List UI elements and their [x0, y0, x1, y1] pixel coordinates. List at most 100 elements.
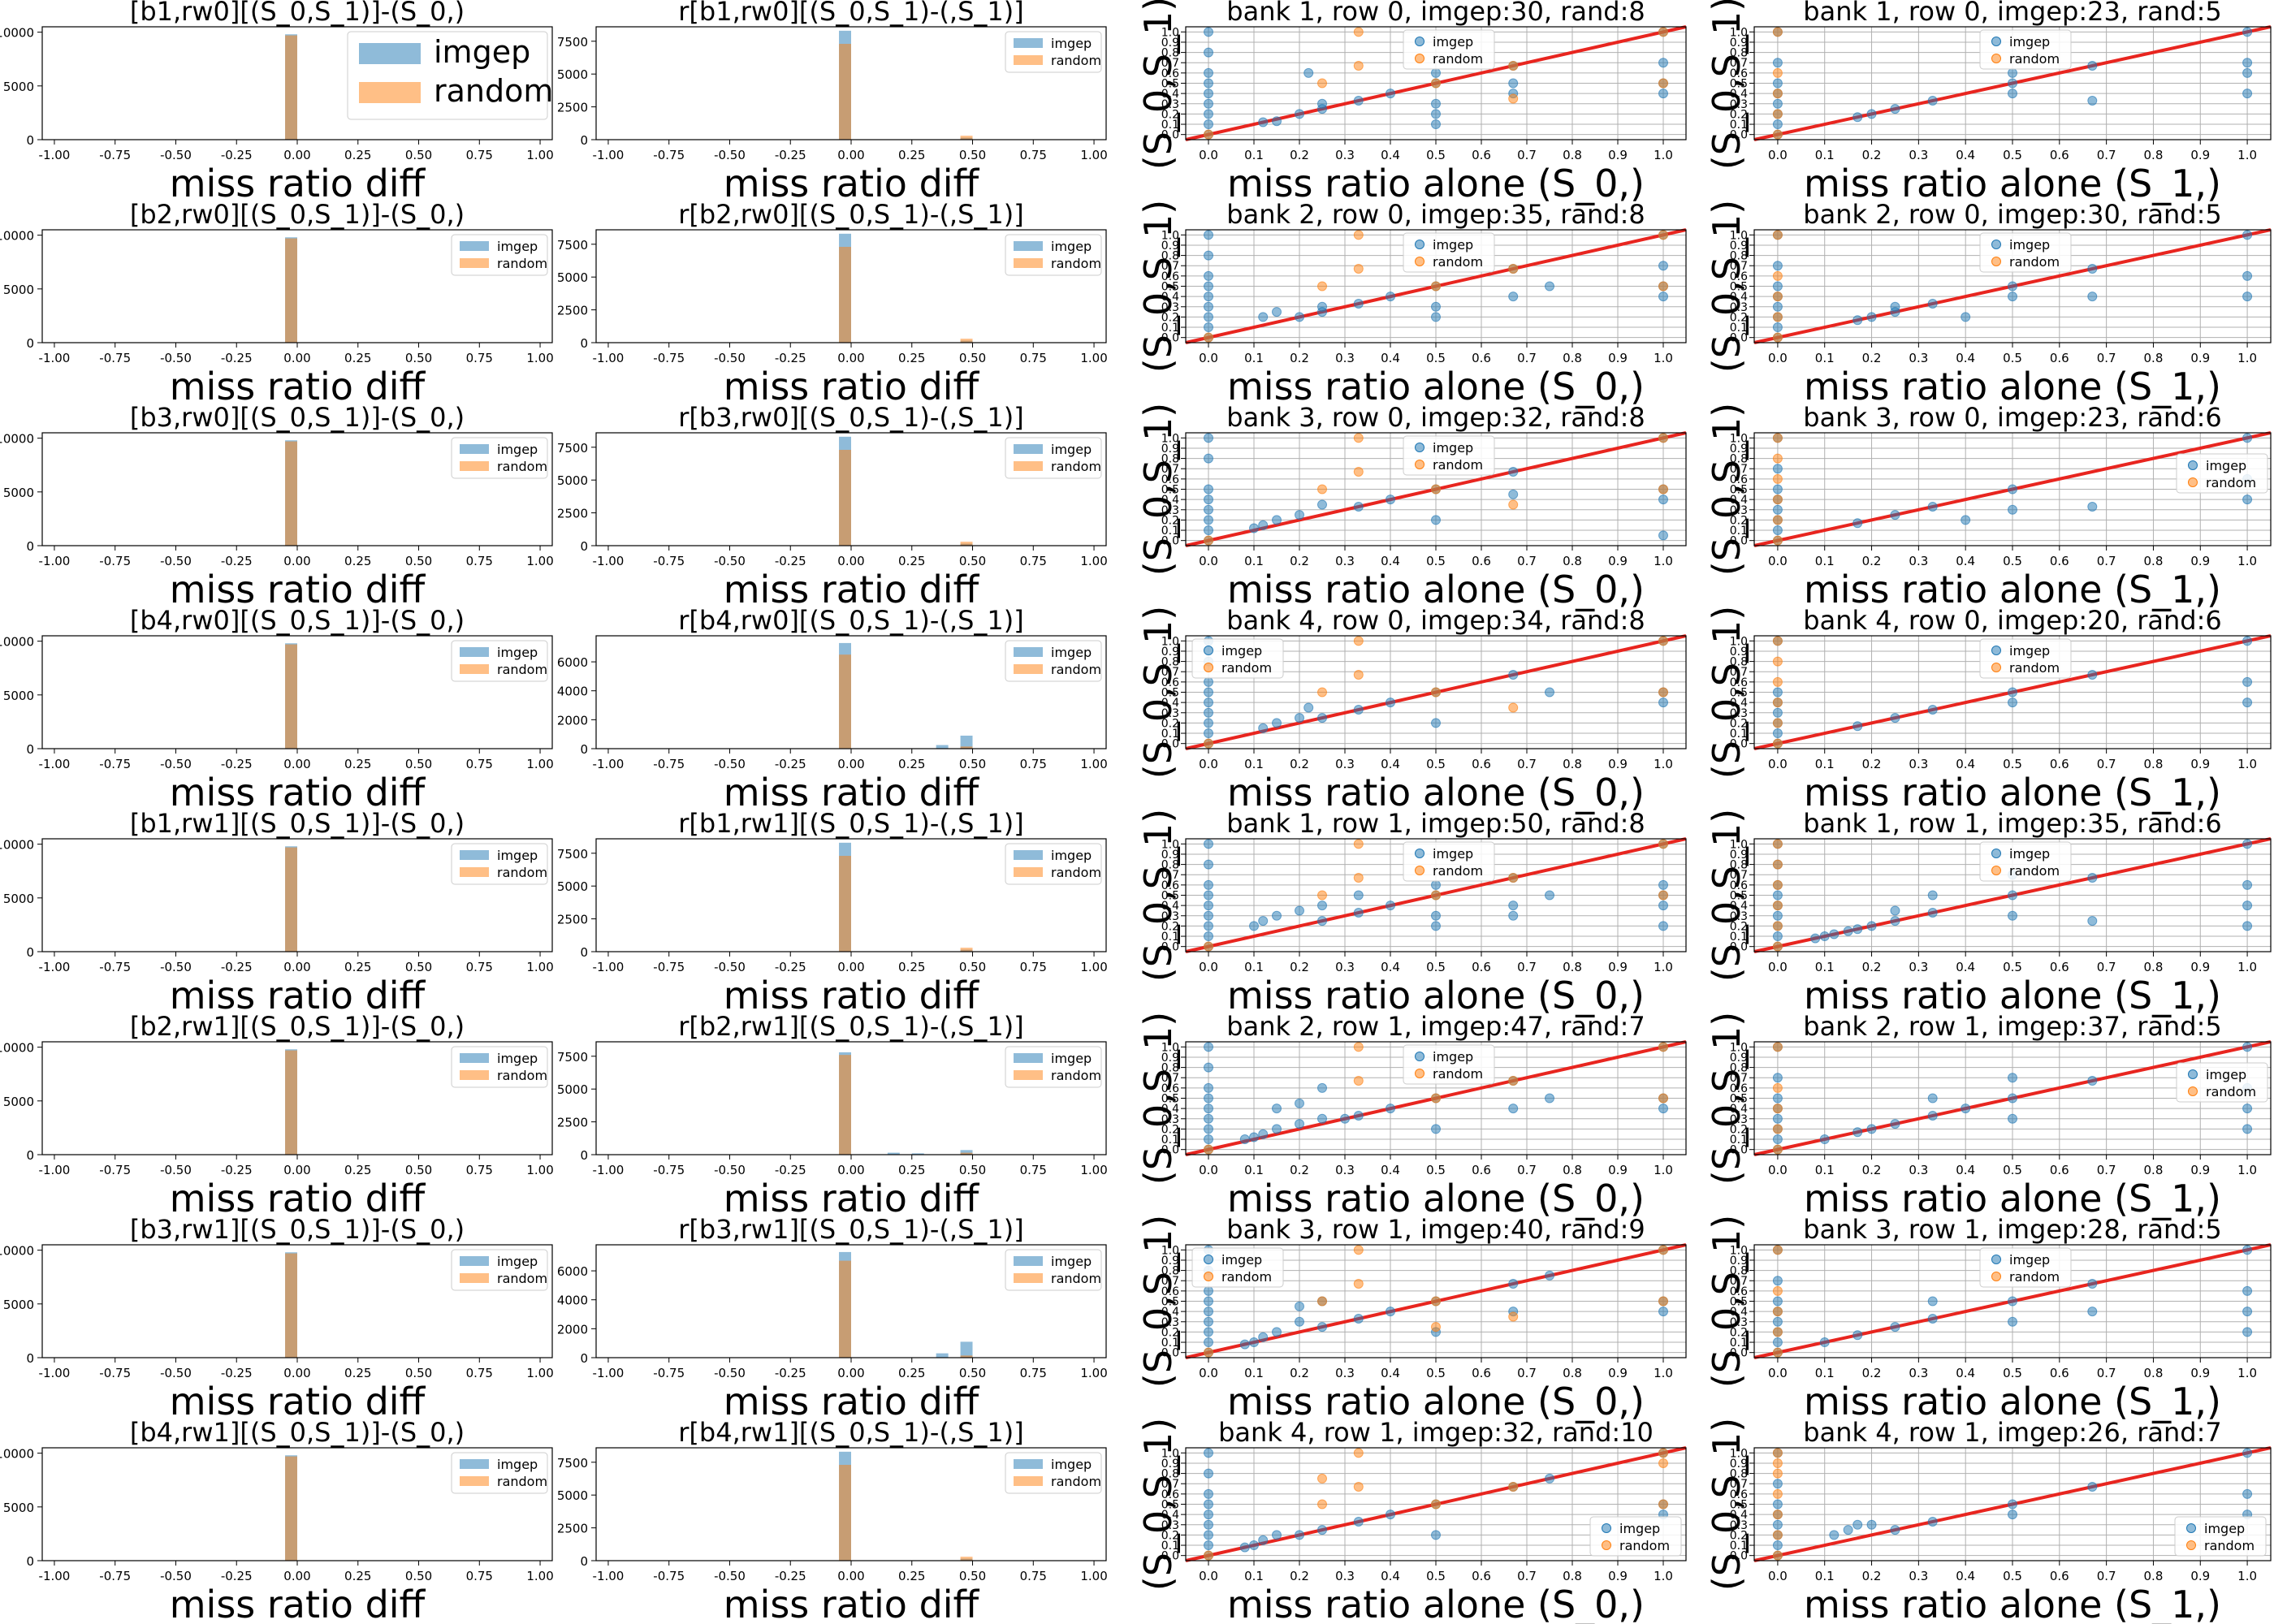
legend: imgep random [2176, 1062, 2268, 1103]
point-imgep [1386, 292, 1395, 302]
y-tick-label: 7500 [557, 238, 588, 253]
point-imgep [1772, 1540, 1783, 1551]
y-tick-label: 0.3 [1730, 1519, 1748, 1532]
point-imgep [1249, 523, 1259, 533]
point-random [1658, 1093, 1668, 1104]
y-tick-label: 6000 [557, 1264, 588, 1279]
y-axis-label: (S_0,S_1) [1705, 403, 1749, 576]
point-random [1658, 230, 1668, 240]
y-tick-label: 0.3 [1161, 301, 1179, 314]
point-imgep [1890, 1119, 1900, 1129]
legend-swatch [460, 1476, 489, 1486]
x-tick-label: 1.00 [1080, 757, 1107, 771]
legend-swatch [460, 850, 489, 860]
bar-random [285, 1456, 297, 1561]
point-imgep [1204, 1448, 1213, 1458]
x-tick-label: 1.0 [1654, 1569, 1673, 1583]
point-random [1772, 698, 1783, 708]
legend-label: imgep [1051, 848, 1092, 863]
x-tick-label: -0.25 [221, 1366, 253, 1380]
y-tick-label: 0.3 [1161, 1113, 1179, 1126]
x-tick-label: 0.1 [1815, 1163, 1835, 1177]
x-tick-label: 0.0 [1768, 148, 1788, 162]
legend-label: random [1221, 1269, 1272, 1285]
x-tick-label: 0.50 [959, 351, 986, 365]
point-imgep [1866, 312, 1877, 322]
x-tick-label: 0.8 [2144, 148, 2164, 162]
y-tick-label: 0.1 [1730, 1337, 1748, 1350]
point-imgep [1353, 95, 1364, 106]
subplot-title: r[b3,rw0][(S_0,S_1)-(,S_1)] [678, 402, 1023, 433]
point-random [1772, 453, 1783, 464]
point-random [1772, 1307, 1783, 1317]
point-imgep [1353, 907, 1364, 918]
point-random [1772, 89, 1783, 99]
point-imgep [2008, 1510, 2017, 1520]
legend-label: imgep [2009, 846, 2050, 862]
y-tick-label: 0.8 [1730, 47, 1748, 60]
y-tick-label: 1.0 [1161, 432, 1179, 445]
x-tick-label: -0.75 [99, 1366, 131, 1380]
x-tick-label: 0.3 [1335, 757, 1355, 771]
point-random [1508, 61, 1519, 71]
legend-label: random [1433, 457, 1483, 473]
x-tick-label: 0.5 [1426, 757, 1446, 771]
y-tick-label: 7500 [557, 847, 588, 862]
legend-marker [1991, 257, 2001, 266]
point-imgep [1204, 1082, 1213, 1093]
point-imgep [1772, 1499, 1783, 1510]
point-imgep [2242, 1124, 2253, 1134]
x-tick-label: 0.9 [1608, 1163, 1628, 1177]
point-imgep [1340, 1113, 1350, 1124]
x-tick-label: 0.9 [2190, 1569, 2210, 1583]
y-axis-label: (S_0,S_1) [1705, 200, 1749, 373]
legend-label: imgep [1051, 239, 1092, 254]
bar-random [960, 746, 973, 749]
point-random [1772, 1347, 1783, 1358]
point-imgep [1927, 1093, 1938, 1104]
x-tick-label: 0.2 [1862, 1163, 1882, 1177]
x-tick-label: 0.75 [466, 1366, 493, 1380]
legend-box [2174, 1516, 2267, 1557]
point-random [1772, 332, 1783, 343]
x-axis-label: miss ratio alone (S_1,) [1804, 1380, 2221, 1423]
x-tick-label: 0.25 [344, 960, 371, 974]
y-tick-label: 10000 [0, 26, 34, 41]
x-tick-label: 0.9 [2190, 960, 2210, 974]
point-imgep [1204, 1327, 1213, 1337]
point-imgep [1658, 1307, 1668, 1317]
y-tick-label: 0.9 [1730, 849, 1748, 862]
legend-label: imgep [1051, 1254, 1092, 1269]
point-imgep [1658, 901, 1668, 911]
legend-box [2176, 1062, 2268, 1103]
y-tick-label: 0.2 [1730, 514, 1748, 527]
point-imgep [2242, 67, 2253, 78]
point-random [1658, 1458, 1668, 1468]
point-imgep [1772, 261, 1783, 271]
legend-swatch [359, 43, 421, 64]
x-axis-label: miss ratio alone (S_0,) [1227, 162, 1645, 205]
y-tick-label: 5000 [3, 689, 34, 703]
x-tick-label: 0.50 [405, 757, 432, 771]
x-tick-label: 1.0 [2237, 1366, 2257, 1380]
x-tick-label: 0.1 [1815, 757, 1835, 771]
y-tick-label: 0 [26, 1554, 34, 1569]
x-axis-label: miss ratio alone (S_0,) [1227, 974, 1645, 1017]
point-imgep [1386, 698, 1395, 708]
y-tick-label: 5000 [557, 879, 588, 894]
bar-random [285, 1253, 297, 1358]
x-tick-label: 0.5 [2003, 351, 2022, 365]
legend-box [1403, 232, 1495, 273]
point-imgep [1204, 109, 1213, 119]
x-tick-label: 0.75 [466, 1163, 493, 1177]
subplot-16: bank 4, row 0, imgep:20, rand:60.00.00.1… [1705, 605, 2272, 814]
x-tick-label: 0.4 [1381, 1163, 1400, 1177]
point-imgep [1204, 281, 1213, 292]
point-imgep [2242, 676, 2253, 687]
point-imgep [1204, 687, 1213, 698]
point-imgep [2008, 89, 2017, 99]
point-imgep [1272, 910, 1282, 921]
x-tick-label: -1.00 [593, 757, 625, 771]
point-random [1508, 873, 1519, 883]
x-tick-label: 0.6 [2050, 1163, 2069, 1177]
